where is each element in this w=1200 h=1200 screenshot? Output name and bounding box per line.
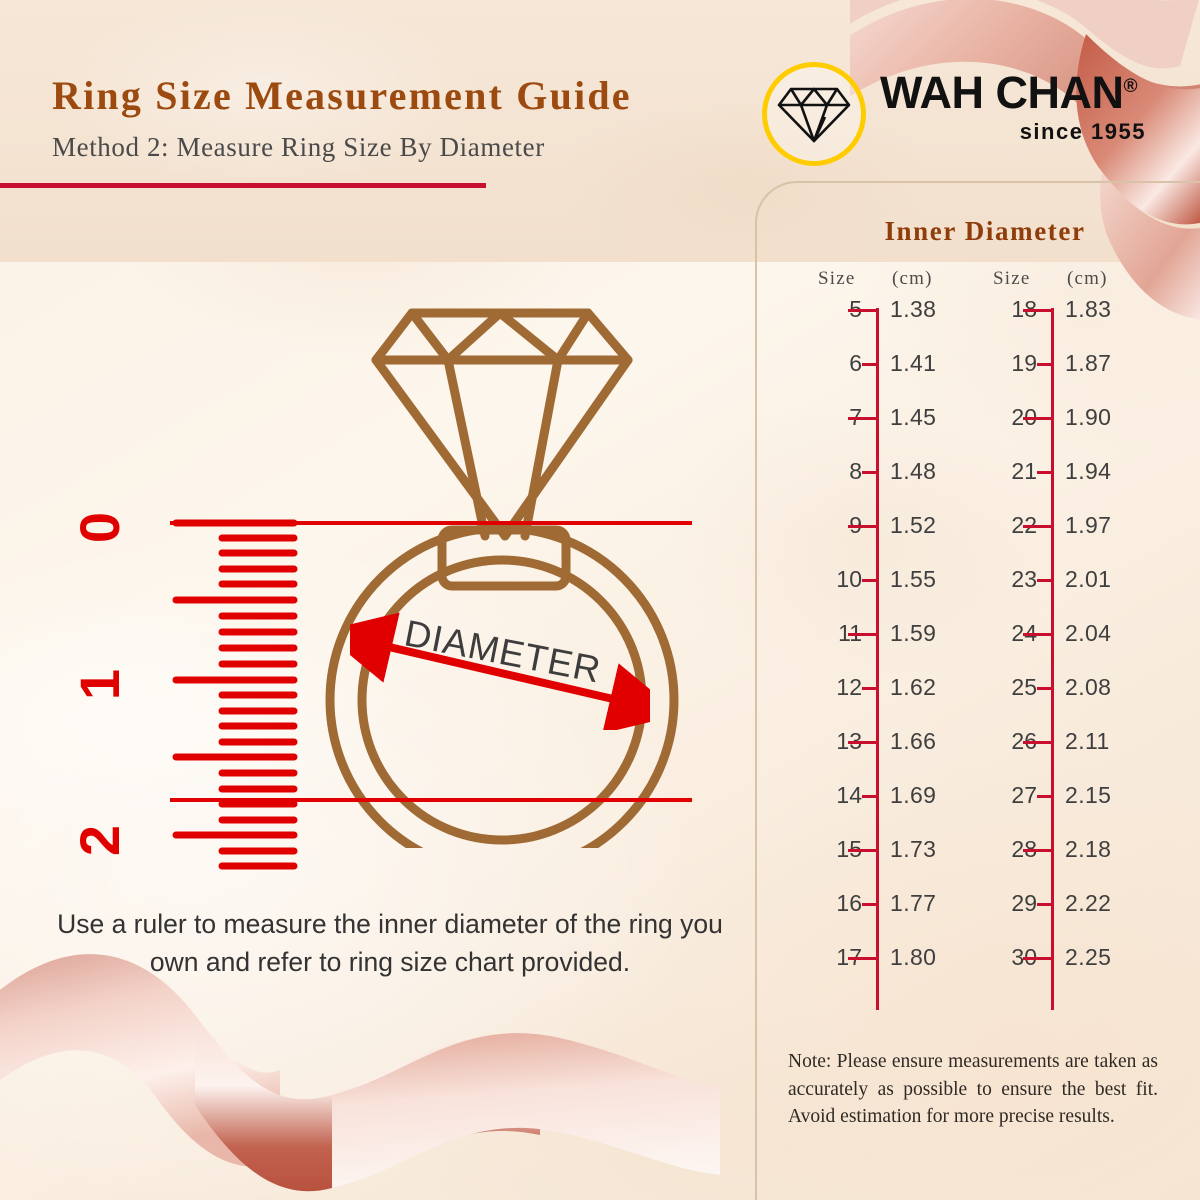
row-tick-mark	[848, 849, 879, 852]
brand-text: WAH CHAN® since 1955	[880, 70, 1160, 145]
diameter-cm-value: 1.73	[890, 836, 937, 862]
chart-panel-border	[755, 181, 1200, 1200]
ring-size-value: 6	[849, 350, 862, 376]
measure-guide-line-bottom	[170, 798, 692, 802]
diameter-cm-value: 1.97	[1065, 512, 1112, 538]
ring-size-value: 10	[836, 566, 862, 592]
diameter-cm-value: 1.59	[890, 620, 937, 646]
ring-size-value: 21	[1011, 458, 1037, 484]
ring-size-value: 8	[849, 458, 862, 484]
row-tick-mark	[1037, 363, 1054, 366]
ruler-graphic	[172, 519, 298, 870]
diameter-cm-value: 1.94	[1065, 458, 1112, 484]
note-text: Note: Please ensure measurements are tak…	[788, 1051, 1158, 1128]
diamond-glyph	[777, 87, 851, 143]
ring-size-value: 25	[1011, 674, 1037, 700]
diameter-cm-value: 2.25	[1065, 944, 1112, 970]
row-tick-mark	[1037, 471, 1054, 474]
column-header-size: Size	[993, 268, 1031, 289]
diameter-cm-value: 1.62	[890, 674, 937, 700]
ring-size-value: 14	[836, 782, 862, 808]
brand-tagline: since 1955	[1019, 119, 1146, 144]
diameter-cm-value: 1.69	[890, 782, 937, 808]
ribbon-decoration-top-right	[850, 0, 1200, 320]
column-header-cm: (cm)	[892, 268, 933, 289]
diameter-cm-value: 1.52	[890, 512, 937, 538]
chart-heading: Inner Diameter	[884, 216, 1086, 246]
brand-name: WAH CHAN®	[880, 70, 1160, 115]
ring-illustration	[325, 308, 679, 848]
ring-size-value: 23	[1011, 566, 1037, 592]
row-tick-mark	[848, 957, 879, 960]
row-tick-mark	[1023, 957, 1054, 960]
diameter-cm-value: 2.01	[1065, 566, 1112, 592]
row-tick-mark	[1037, 795, 1054, 798]
row-tick-mark	[1037, 687, 1054, 690]
row-tick-mark	[1023, 633, 1054, 636]
row-tick-mark	[862, 363, 879, 366]
row-tick-mark	[1037, 903, 1054, 906]
row-tick-mark	[1023, 849, 1054, 852]
diameter-cm-value: 1.48	[890, 458, 937, 484]
ring-size-value: 12	[836, 674, 862, 700]
registered-mark-icon: ®	[1123, 76, 1137, 97]
column-header-size: Size	[818, 268, 856, 289]
row-tick-mark	[1037, 579, 1054, 582]
title-underline-rule	[0, 183, 486, 188]
ring-size-value: 19	[1011, 350, 1037, 376]
diameter-cm-value: 1.38	[890, 296, 937, 322]
row-tick-mark	[848, 417, 879, 420]
brand-name-text: WAH CHAN	[880, 67, 1124, 118]
diameter-arrow	[350, 612, 650, 730]
row-tick-mark	[1023, 417, 1054, 420]
column-header-cm: (cm)	[1067, 268, 1108, 289]
row-tick-mark	[862, 903, 879, 906]
instruction-caption: Use a ruler to measure the inner diamete…	[57, 909, 723, 978]
row-tick-mark	[1023, 741, 1054, 744]
diameter-cm-value: 1.77	[890, 890, 937, 916]
ring-size-value: 16	[836, 890, 862, 916]
page-title: Ring Size Measurement Guide	[52, 73, 632, 118]
row-tick-mark	[848, 741, 879, 744]
row-tick-mark	[848, 309, 879, 312]
diameter-cm-value: 1.55	[890, 566, 937, 592]
row-tick-mark	[1023, 309, 1054, 312]
row-tick-mark	[862, 687, 879, 690]
diameter-cm-value: 2.22	[1065, 890, 1112, 916]
diameter-cm-value: 2.11	[1065, 728, 1110, 754]
row-tick-mark	[862, 579, 879, 582]
row-tick-mark	[862, 795, 879, 798]
diameter-cm-value: 1.66	[890, 728, 937, 754]
diamond-icon	[762, 62, 866, 166]
row-tick-mark	[848, 525, 879, 528]
page-subtitle: Method 2: Measure Ring Size By Diameter	[52, 132, 545, 162]
table-spine-right	[1051, 308, 1054, 1010]
brand-logo: WAH CHAN® since 1955	[762, 62, 1162, 172]
ring-size-value: 29	[1011, 890, 1037, 916]
measure-guide-line-top	[170, 521, 692, 525]
diameter-cm-value: 2.04	[1065, 620, 1112, 646]
diameter-cm-value: 2.08	[1065, 674, 1112, 700]
diameter-cm-value: 1.83	[1065, 296, 1112, 322]
table-spine-left	[876, 308, 879, 1010]
diameter-cm-value: 1.87	[1065, 350, 1112, 376]
ring-size-value: 27	[1011, 782, 1037, 808]
row-tick-mark	[862, 471, 879, 474]
row-tick-mark	[848, 633, 879, 636]
diameter-cm-value: 1.45	[890, 404, 937, 430]
diameter-cm-value: 2.15	[1065, 782, 1112, 808]
row-tick-mark	[1023, 525, 1054, 528]
diameter-cm-value: 1.90	[1065, 404, 1112, 430]
diameter-cm-value: 2.18	[1065, 836, 1112, 862]
diameter-cm-value: 1.80	[890, 944, 937, 970]
ribbon-decoration-bottom-left	[0, 954, 720, 1192]
diameter-cm-value: 1.41	[890, 350, 937, 376]
